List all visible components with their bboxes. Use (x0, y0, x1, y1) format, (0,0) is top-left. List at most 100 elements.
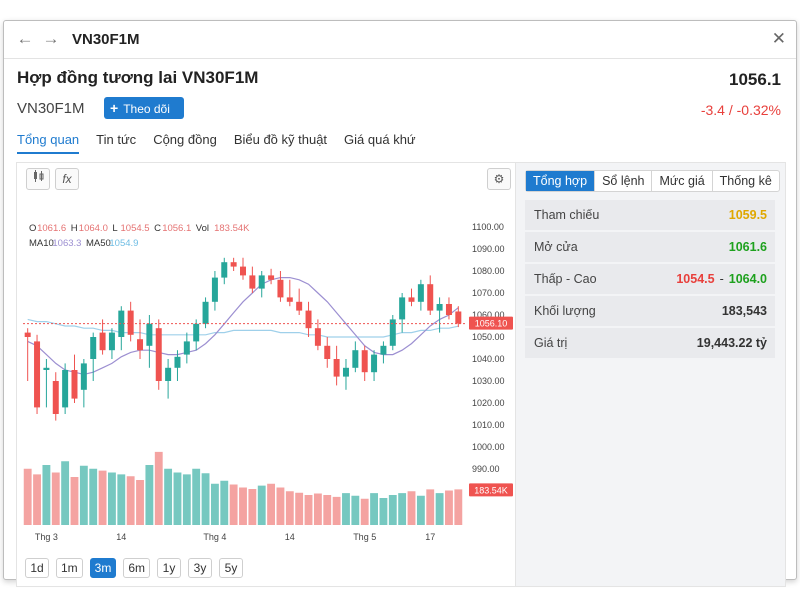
candle-body (71, 370, 78, 399)
tab-summary[interactable]: Tổng hợp (526, 171, 596, 191)
gear-icon[interactable]: ⚙ (487, 168, 511, 190)
range-5y[interactable]: 5y (219, 558, 244, 578)
range-1d[interactable]: 1d (25, 558, 49, 578)
window-title: VN30F1M (72, 31, 140, 48)
ma-legend-text: MA10 (29, 238, 54, 249)
y-tick-label: 990.00 (472, 464, 500, 474)
volume-bar (70, 477, 79, 525)
y-tick-label: 1060.00 (472, 310, 505, 320)
volume-bar (154, 451, 163, 525)
fx-icon[interactable]: fx (55, 168, 79, 190)
volume-bar (445, 490, 453, 525)
candle-body (436, 304, 443, 311)
volume-bar (323, 495, 332, 525)
range-1y[interactable]: 1y (157, 558, 182, 578)
stat-label: Giá trị (534, 336, 568, 350)
plus-icon: + (110, 100, 119, 116)
candle-body (445, 304, 452, 315)
candle-body (417, 284, 424, 302)
candle-body (333, 359, 340, 377)
ma50-line (27, 318, 459, 338)
volume-bar (51, 472, 60, 525)
volume-bar (239, 487, 247, 525)
summary-tabs: Tổng hợp Sổ lệnh Mức giá Thống kê (525, 170, 780, 192)
candle-body (314, 328, 321, 346)
tab-price-levels[interactable]: Mức giá (652, 171, 713, 191)
y-tick-label: 1010.00 (472, 420, 505, 430)
volume-bar (388, 495, 397, 525)
arrow-right-icon[interactable]: → (42, 29, 60, 48)
ma-legend-text: 1054.9 (109, 238, 138, 249)
stat-label: Khối lượng (534, 304, 596, 318)
tab-order-book[interactable]: Sổ lệnh (595, 171, 653, 191)
stat-value: 1061.6 (728, 240, 767, 254)
candle-body (399, 297, 406, 320)
range-1m[interactable]: 1m (56, 558, 83, 578)
stat-row-value: Giá trị 19,443.22 tỷ (525, 328, 775, 358)
volume-bar (257, 485, 266, 525)
arrow-left-icon[interactable]: ← (16, 29, 34, 48)
candle-body (146, 323, 153, 346)
volume-bar (332, 496, 341, 525)
candle-body (230, 262, 237, 267)
tab-news[interactable]: Tin tức (96, 132, 137, 147)
ohlc-legend-text: L (112, 223, 117, 234)
x-tick-label: 17 (425, 532, 435, 542)
close-icon[interactable]: ✕ (771, 29, 786, 48)
candle-body (342, 367, 349, 377)
volume-bar (416, 495, 425, 525)
main-tabs: Tổng quan Tin tức Cộng đồng Biểu đồ kỹ t… (17, 132, 433, 154)
tab-community[interactable]: Cộng đồng (153, 132, 217, 147)
range-separator: - (719, 272, 724, 286)
candle-body (43, 367, 50, 370)
tab-technical-chart[interactable]: Biểu đồ kỹ thuật (233, 132, 328, 147)
stat-value: 19,443.22 tỷ (696, 336, 767, 350)
range-6m[interactable]: 6m (123, 558, 151, 578)
title-bar: ← → VN30F1M ✕ (4, 21, 796, 59)
candle-body (99, 332, 106, 351)
y-tick-label: 1070.00 (472, 288, 505, 298)
tab-price-history[interactable]: Giá quá khứ (344, 132, 416, 147)
candle-body (127, 310, 134, 335)
last-price: 1056.1 (729, 70, 781, 89)
stat-row-low-high: Thấp - Cao 1054.5-1064.0 (525, 264, 775, 294)
tab-statistics[interactable]: Thống kê (719, 174, 772, 188)
summary-panel: Tổng hợp Sổ lệnh Mức giá Thống kê Tham c… (516, 162, 786, 587)
volume-bar (201, 473, 210, 525)
symbol-label: VN30F1M (17, 100, 85, 117)
volume-bar (79, 465, 88, 525)
volume-badge (469, 483, 513, 497)
ohlc-legend-text: 183.54K (214, 223, 250, 234)
candle-body (361, 350, 368, 373)
candle-body (408, 297, 415, 302)
candlestick-icon[interactable] (26, 168, 50, 190)
candle-body (286, 297, 293, 302)
follow-button[interactable]: + Theo dõi (104, 97, 184, 119)
range-3m[interactable]: 3m (89, 558, 117, 578)
candle-body (389, 319, 396, 346)
candle-body (324, 345, 331, 359)
volume-bar (454, 489, 463, 525)
volume-bar (285, 491, 294, 525)
candle-body (24, 332, 31, 337)
stat-value: 183,543 (721, 304, 767, 318)
candle-body (80, 363, 87, 390)
stat-label: Tham chiếu (534, 208, 600, 222)
volume-bar (220, 480, 229, 525)
volume-bar (126, 476, 135, 525)
volume-bar (267, 483, 276, 525)
price-chart[interactable]: O 1061.6 H 1064.0 L 1054.5 C 1056.1 Vol 183.54K MA… (17, 163, 517, 553)
stat-label: Thấp - Cao (534, 272, 597, 286)
stat-row-volume: Khối lượng 183,543 (525, 296, 775, 326)
y-tick-label: 1020.00 (472, 398, 505, 408)
tab-overview[interactable]: Tổng quan (17, 132, 80, 154)
y-tick-label: 1050.00 (472, 332, 505, 342)
candle-body (137, 339, 144, 351)
range-3y[interactable]: 3y (188, 558, 213, 578)
volume-bar (42, 465, 51, 525)
volume-bar (117, 474, 126, 525)
candle-body (380, 345, 387, 355)
volume-badge-label: 183.54K (474, 485, 508, 495)
volume-bar (98, 470, 107, 525)
volume-bar (342, 493, 350, 525)
